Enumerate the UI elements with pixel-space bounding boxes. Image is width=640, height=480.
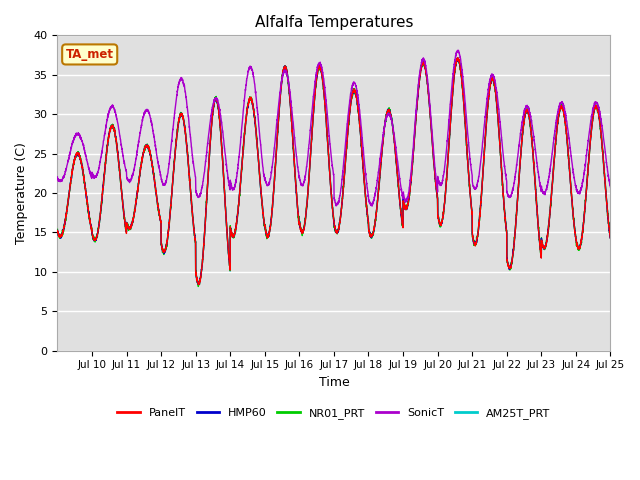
X-axis label: Time: Time: [319, 376, 349, 389]
Title: Alfalfa Temperatures: Alfalfa Temperatures: [255, 15, 413, 30]
Y-axis label: Temperature (C): Temperature (C): [15, 142, 28, 244]
Legend: PanelT, HMP60, NR01_PRT, SonicT, AM25T_PRT: PanelT, HMP60, NR01_PRT, SonicT, AM25T_P…: [113, 404, 555, 423]
Text: TA_met: TA_met: [66, 48, 114, 61]
